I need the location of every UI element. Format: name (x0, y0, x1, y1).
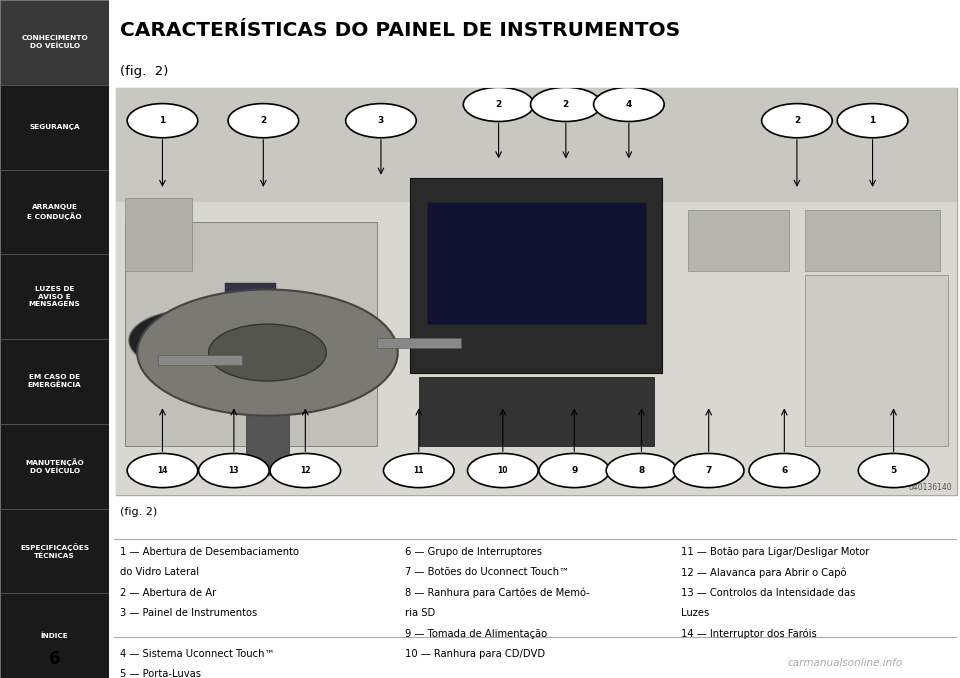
Bar (419, 377, 654, 446)
Circle shape (468, 454, 539, 487)
Text: EM CASO DE
EMERGÊNCIA: EM CASO DE EMERGÊNCIA (28, 374, 82, 388)
Circle shape (346, 104, 417, 138)
Text: 11: 11 (414, 466, 424, 475)
Text: 5: 5 (891, 466, 897, 475)
Text: 1: 1 (159, 116, 165, 125)
Text: 12 — Alavanca para Abrir o Capô: 12 — Alavanca para Abrir o Capô (681, 567, 847, 578)
Circle shape (129, 310, 255, 371)
Text: 2: 2 (563, 100, 569, 109)
Circle shape (531, 87, 601, 121)
Bar (0, 254, 109, 339)
Bar (226, 283, 276, 300)
Circle shape (761, 104, 832, 138)
Text: 11 — Botão para Ligar/Desligar Motor: 11 — Botão para Ligar/Desligar Motor (681, 547, 870, 557)
Text: 6: 6 (781, 466, 787, 475)
Circle shape (383, 454, 454, 487)
Text: Luzes: Luzes (681, 608, 709, 618)
Circle shape (137, 290, 397, 416)
Text: CARACTERÍSTICAS DO PAINEL DE INSTRUMENTOS: CARACTERÍSTICAS DO PAINEL DE INSTRUMENTO… (120, 21, 680, 40)
Circle shape (208, 324, 326, 381)
Bar (376, 338, 461, 348)
Text: 8 — Ranhura para Cartões de Memó-: 8 — Ranhura para Cartões de Memó- (405, 588, 590, 598)
Bar (116, 88, 956, 495)
Circle shape (673, 454, 744, 487)
Text: 2: 2 (495, 100, 502, 109)
Bar (116, 88, 956, 202)
Bar (125, 222, 376, 446)
Text: 4 — Sistema Uconnect Touch™: 4 — Sistema Uconnect Touch™ (120, 649, 275, 659)
Bar (0, 508, 109, 593)
Bar (0, 593, 109, 678)
Circle shape (238, 310, 364, 371)
Circle shape (127, 104, 198, 138)
Text: CONHECIMENTO
DO VEÍCULO: CONHECIMENTO DO VEÍCULO (21, 35, 88, 49)
Text: 9: 9 (571, 466, 577, 475)
Bar (0, 85, 109, 170)
Text: 6: 6 (49, 650, 60, 668)
Circle shape (199, 454, 269, 487)
Circle shape (228, 104, 299, 138)
Text: 13 — Controlos da Intensidade das: 13 — Controlos da Intensidade das (681, 588, 855, 598)
Text: 4: 4 (626, 100, 632, 109)
Circle shape (270, 454, 341, 487)
Text: 14: 14 (157, 466, 168, 475)
Text: 14 — Interruptor dos Faróis: 14 — Interruptor dos Faróis (681, 629, 817, 639)
Text: SEGURANÇA: SEGURANÇA (30, 124, 80, 130)
Text: carmanualsonline.info: carmanualsonline.info (787, 658, 902, 668)
Text: 040136140: 040136140 (909, 483, 952, 492)
Text: 2: 2 (260, 116, 267, 125)
Circle shape (539, 454, 610, 487)
Text: 3: 3 (378, 116, 384, 125)
Bar (125, 198, 192, 271)
Text: 2: 2 (794, 116, 800, 125)
Bar (0, 0, 109, 85)
Circle shape (464, 87, 534, 121)
Circle shape (837, 104, 908, 138)
Circle shape (858, 454, 929, 487)
Text: 2 — Abertura de Ar: 2 — Abertura de Ar (120, 588, 216, 598)
Text: (fig.  2): (fig. 2) (120, 64, 168, 78)
Text: do Vidro Lateral: do Vidro Lateral (120, 567, 199, 578)
Text: ARRANQUE
E CONDUÇÃO: ARRANQUE E CONDUÇÃO (28, 204, 82, 220)
Circle shape (749, 454, 820, 487)
Text: 1 — Abertura de Desembaciamento: 1 — Abertura de Desembaciamento (120, 547, 299, 557)
Bar (805, 275, 948, 446)
Text: ESPECIFICAÇÕES
TÉCNICAS: ESPECIFICAÇÕES TÉCNICAS (20, 543, 89, 559)
Text: (fig. 2): (fig. 2) (120, 507, 156, 517)
Text: ÍNDICE: ÍNDICE (41, 633, 68, 639)
Bar (427, 202, 646, 324)
Bar (0, 424, 109, 508)
Text: LUZES DE
AVISO E
MENSAGENS: LUZES DE AVISO E MENSAGENS (29, 286, 81, 307)
Bar (158, 355, 242, 365)
Text: 1: 1 (870, 116, 876, 125)
Text: 10 — Ranhura para CD/DVD: 10 — Ranhura para CD/DVD (405, 649, 545, 659)
Bar (0, 170, 109, 254)
Text: 9 — Tomada de Alimentação: 9 — Tomada de Alimentação (405, 629, 547, 639)
Circle shape (127, 454, 198, 487)
Text: 13: 13 (228, 466, 239, 475)
Bar (0, 339, 109, 424)
Text: 6 — Grupo de Interruptores: 6 — Grupo de Interruptores (405, 547, 542, 557)
Circle shape (606, 454, 677, 487)
Circle shape (255, 318, 348, 363)
Circle shape (146, 318, 238, 363)
Bar (687, 210, 788, 271)
Bar (805, 210, 940, 271)
Text: MANUTENÇÃO
DO VEÍCULO: MANUTENÇÃO DO VEÍCULO (25, 458, 84, 474)
Text: 8: 8 (638, 466, 644, 475)
Bar (410, 178, 662, 373)
Text: 3 — Painel de Instrumentos: 3 — Painel de Instrumentos (120, 608, 257, 618)
Circle shape (593, 87, 664, 121)
Text: 10: 10 (497, 466, 508, 475)
Text: 7 — Botões do Uconnect Touch™: 7 — Botões do Uconnect Touch™ (405, 567, 569, 578)
Bar (247, 401, 289, 475)
Text: 5 — Porta-Luvas: 5 — Porta-Luvas (120, 669, 201, 678)
Text: ria SD: ria SD (405, 608, 436, 618)
Text: 7: 7 (706, 466, 712, 475)
Text: 12: 12 (300, 466, 311, 475)
